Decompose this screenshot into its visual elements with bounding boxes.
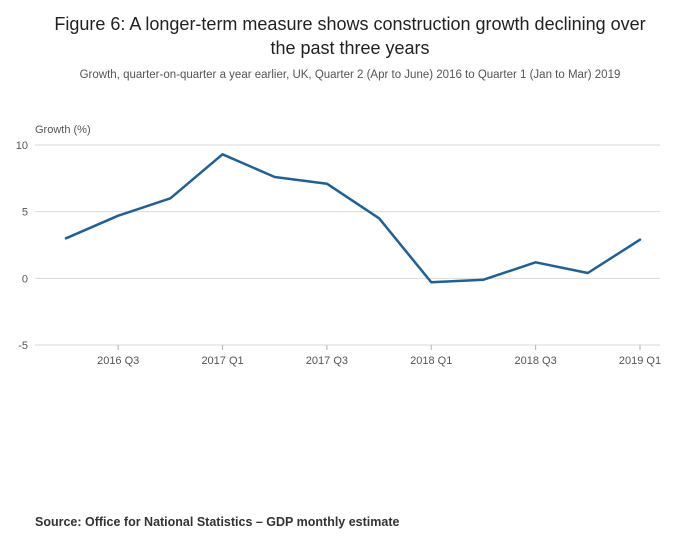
x-tick-label: 2019 Q1 xyxy=(619,355,661,367)
y-tick-label: 0 xyxy=(22,273,28,285)
chart-subtitle: Growth, quarter-on-quarter a year earlie… xyxy=(79,68,621,81)
y-axis-title: Growth (%) xyxy=(35,124,91,136)
chart-title: Figure 6: A longer-term measure shows co… xyxy=(54,14,646,59)
x-tick-label: 2016 Q3 xyxy=(97,355,139,367)
growth-line-series xyxy=(64,152,642,284)
x-tick-label: 2018 Q3 xyxy=(515,355,557,367)
growth-line-chart: Growth (%) -5 0 5 10 2016 Q3 2017 Q1 2017 Q3 201… xyxy=(16,124,661,367)
y-tick-label: -5 xyxy=(18,340,28,352)
x-tick-label: 2017 Q1 xyxy=(201,355,243,367)
x-tick-label: 2017 Q3 xyxy=(306,355,348,367)
chart-area: Growth (%) -5 0 5 10 2016 Q3 2017 Q1 2017 Q3 201… xyxy=(0,113,700,386)
y-tick-label: 10 xyxy=(16,140,28,152)
x-tick-label: 2018 Q1 xyxy=(410,355,452,367)
source-line: Source: Office for National Statistics –… xyxy=(35,515,400,529)
y-tick-label: 5 xyxy=(22,206,28,218)
chart-header: Figure 6: A longer-term measure shows co… xyxy=(0,0,700,81)
